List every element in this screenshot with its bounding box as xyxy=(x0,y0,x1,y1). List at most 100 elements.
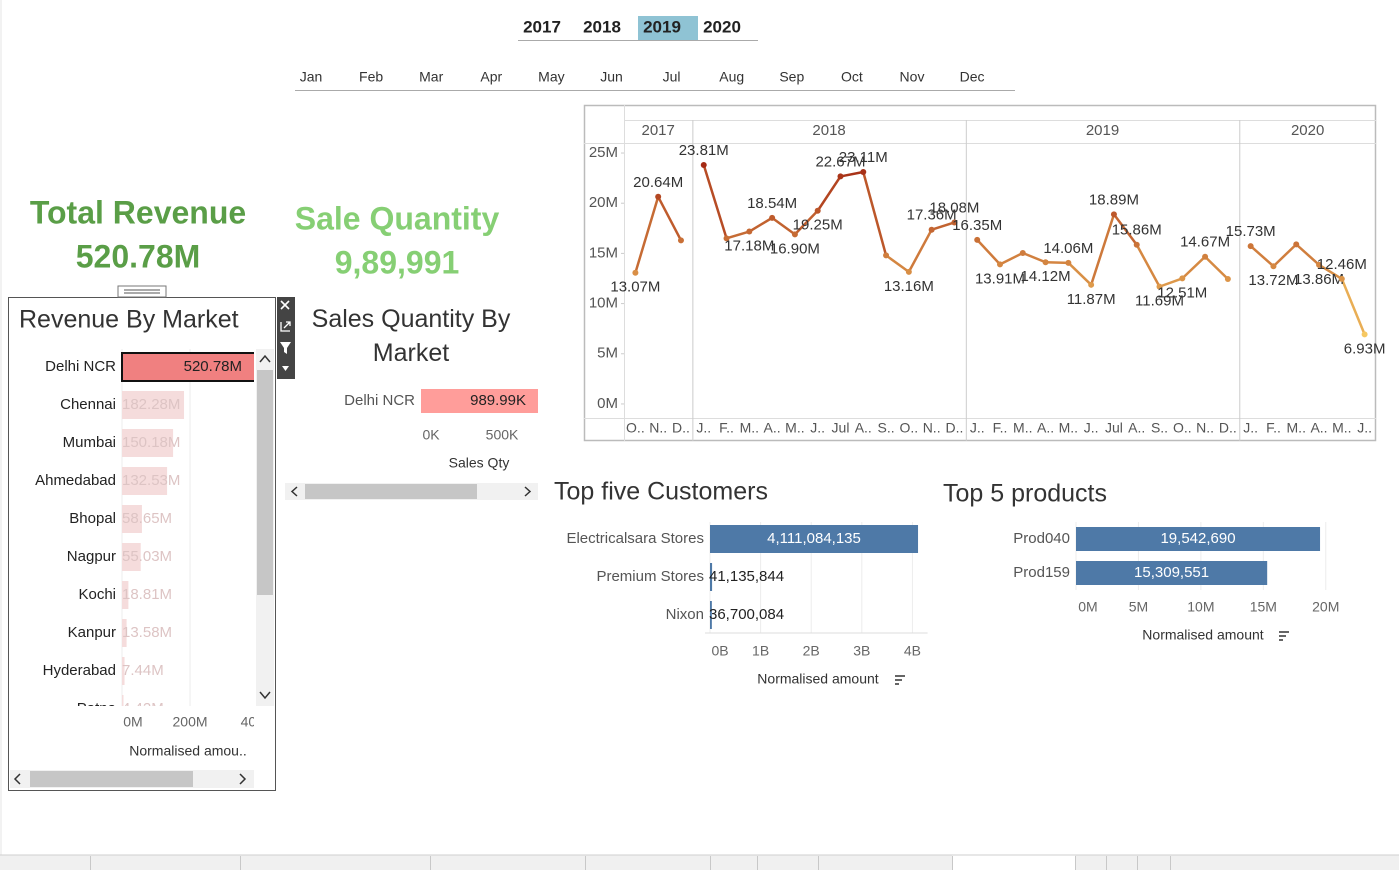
x-tick-label: F.. xyxy=(719,420,734,436)
month-option[interactable]: Jun xyxy=(600,69,623,85)
value-label: 13.86M xyxy=(1294,271,1344,288)
bar xyxy=(122,505,142,533)
data-point xyxy=(1224,275,1231,282)
x-tick-label: N.. xyxy=(923,420,941,436)
line-segment xyxy=(770,216,797,236)
data-point xyxy=(1156,283,1163,290)
category-label: Delhi NCR xyxy=(45,358,116,375)
line-segment xyxy=(793,209,819,236)
scroll-up[interactable] xyxy=(259,354,271,363)
month-option[interactable]: Mar xyxy=(419,69,443,85)
line-segment xyxy=(816,175,842,212)
value-label: 19,542,690 xyxy=(1160,530,1235,547)
year-option[interactable]: 2019 xyxy=(643,17,681,36)
month-option[interactable]: Nov xyxy=(900,69,925,85)
x-axis-label: Normalised amount xyxy=(1142,627,1263,643)
x-tick-label: A.. xyxy=(764,420,781,436)
bar xyxy=(122,619,127,647)
data-point xyxy=(1293,241,1300,248)
horizontal-scrollbar[interactable] xyxy=(10,770,254,788)
bar xyxy=(122,391,185,419)
value-label: 13.16M xyxy=(884,278,934,295)
vertical-scrollbar[interactable] xyxy=(256,349,274,706)
year-option[interactable]: 2017 xyxy=(523,17,561,36)
line-segment xyxy=(1021,251,1047,264)
sort-icon xyxy=(895,675,905,685)
scroll-left[interactable] xyxy=(290,486,298,497)
data-point xyxy=(997,261,1003,268)
bar xyxy=(122,543,141,571)
y-tick-label: 20M xyxy=(589,194,618,211)
scroll-right[interactable] xyxy=(239,773,247,785)
value-label: 7.44M xyxy=(122,662,164,679)
chart-frame xyxy=(583,104,1377,442)
category-label: Nagpur xyxy=(67,548,116,565)
active-tab[interactable] xyxy=(952,855,1075,870)
scroll-thumb[interactable] xyxy=(30,771,193,787)
scroll-right[interactable] xyxy=(524,486,532,497)
drag-handle[interactable] xyxy=(117,285,167,298)
x-tick-label: J.. xyxy=(696,420,711,436)
x-tick-label: F.. xyxy=(1266,420,1281,436)
month-option[interactable]: Apr xyxy=(480,69,502,85)
filter-icon[interactable] xyxy=(280,342,291,354)
handle-box[interactable] xyxy=(117,285,167,298)
scroll-thumb[interactable] xyxy=(257,370,273,595)
line-segment xyxy=(1181,255,1207,280)
x-axis-label: Normalised amou.. xyxy=(129,743,247,759)
year-option[interactable]: 2018 xyxy=(583,17,621,36)
data-point xyxy=(1019,250,1026,256)
data-point xyxy=(1088,281,1095,288)
data-point xyxy=(1065,259,1072,266)
data-point xyxy=(655,193,662,200)
x-tick-label: 10M xyxy=(1187,599,1214,615)
x-tick-label: Jul xyxy=(832,420,850,436)
qty-title-box: Sales Quantity By Market xyxy=(312,305,511,367)
scroll-left[interactable] xyxy=(13,773,21,785)
month-option[interactable]: Dec xyxy=(960,69,985,85)
scroll-down[interactable] xyxy=(259,691,271,700)
y-tick-label: 15M xyxy=(589,244,618,261)
data-point xyxy=(1247,243,1254,250)
month-option[interactable]: Aug xyxy=(719,69,744,85)
category-label: Patna xyxy=(77,700,117,717)
data-point xyxy=(837,173,844,180)
x-tick-label: 500K xyxy=(486,427,519,443)
data-point xyxy=(700,161,707,168)
x-tick-label: Jul xyxy=(1105,420,1123,436)
qty-scrollbar[interactable] xyxy=(285,483,538,500)
x-tick-label: J.. xyxy=(1084,420,1099,436)
month-option[interactable]: Sep xyxy=(779,69,804,85)
tab-strip xyxy=(0,854,1399,870)
month-option[interactable]: May xyxy=(538,69,564,85)
x-tick-label: J.. xyxy=(1243,420,1258,436)
data-point xyxy=(746,228,753,235)
line-segment xyxy=(1158,277,1184,288)
scroll-thumb[interactable] xyxy=(305,484,477,499)
x-tick-label: J.. xyxy=(1357,420,1372,436)
y-tick-label: 10M xyxy=(589,295,618,312)
month-option[interactable]: Feb xyxy=(359,69,383,85)
x-tick-label: A.. xyxy=(1310,420,1327,436)
close-icon[interactable] xyxy=(280,300,290,310)
month-option[interactable]: Oct xyxy=(841,69,863,85)
data-point xyxy=(974,236,981,243)
value-label: 182.28M xyxy=(122,396,180,413)
value-label: 58.65M xyxy=(122,510,172,527)
bar xyxy=(122,581,129,609)
pane-year: 2018 xyxy=(812,122,845,139)
line-segment xyxy=(1044,260,1070,265)
x-tick-label: M.. xyxy=(785,420,804,436)
toolbar-bg xyxy=(277,297,295,379)
month-option[interactable]: Jul xyxy=(663,69,681,85)
month-option[interactable]: Jan xyxy=(300,69,323,85)
value-label: 18.89M xyxy=(1089,191,1139,208)
popout-icon[interactable] xyxy=(280,321,291,332)
year-option[interactable]: 2020 xyxy=(703,17,741,36)
y-tick-label: 25M xyxy=(589,144,618,161)
menu-icon[interactable] xyxy=(282,366,289,371)
line-segment xyxy=(1294,243,1321,267)
value-label: 132.53M xyxy=(122,472,180,489)
value-label: 15,309,551 xyxy=(1134,564,1209,581)
line-segment xyxy=(975,238,1002,266)
